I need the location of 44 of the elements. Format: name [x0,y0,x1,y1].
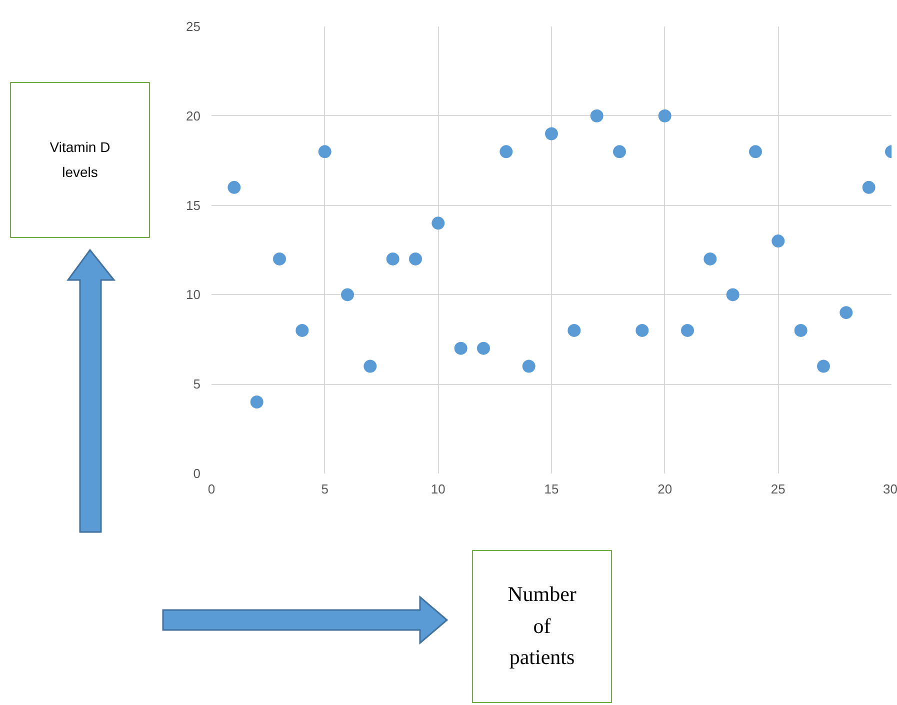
point [749,145,762,158]
x-tick-label: 0 [208,482,216,496]
point [500,145,513,158]
y-tick-label: 15 [186,198,201,213]
point [772,234,785,248]
point [568,324,581,337]
y-tick-label: 25 [186,19,201,34]
x-axis-title: Number of patients [472,550,612,703]
point [590,109,604,122]
x-tick-label: 30 [883,482,897,496]
point [840,306,853,320]
point [636,324,649,337]
point [817,360,830,373]
text: Vitamin D levels [10,82,150,238]
point [522,360,536,373]
x-tick-label: 25 [770,482,786,496]
y-tick-label: 20 [186,108,201,124]
point [862,180,876,194]
x-tick-label: 10 [430,482,446,496]
x-tick-label: 20 [658,482,672,496]
x-tick-label: 15 [544,482,559,496]
point [341,288,354,302]
point [432,216,445,230]
point [704,252,717,266]
point [726,288,740,302]
point [658,109,672,122]
point [296,324,309,337]
point [386,252,400,266]
point [273,252,286,266]
point [409,252,422,266]
point [681,324,694,337]
y-tick-label: 5 [193,376,201,392]
point [477,342,490,355]
point [318,145,332,158]
point [250,395,264,408]
point [364,360,377,373]
point [228,180,241,194]
point [545,127,558,140]
x-tick-label: 5 [321,482,328,496]
y-tick-label: 10 [186,287,201,302]
point [794,324,808,337]
point [454,342,468,355]
y-tick-label: 0 [193,466,201,481]
point [613,145,626,158]
